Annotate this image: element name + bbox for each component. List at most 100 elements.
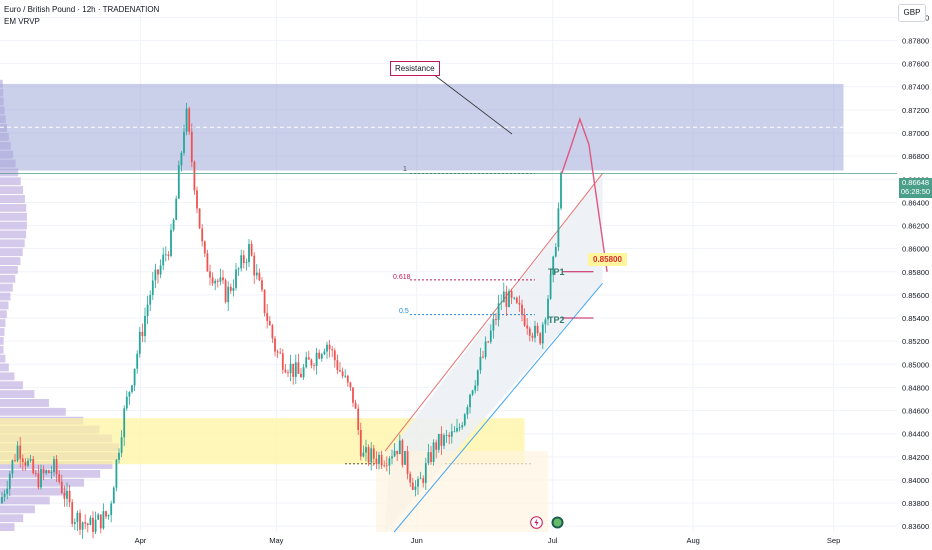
y-tick-label: 0.85200	[902, 337, 929, 346]
candle-body	[456, 427, 458, 432]
candle-body	[144, 315, 146, 337]
lightning-icon[interactable]	[530, 516, 543, 529]
tp2-label[interactable]: TP2	[548, 315, 565, 325]
candle-body	[479, 356, 482, 371]
channel-lower-line	[393, 283, 603, 533]
candle-body	[427, 452, 430, 464]
fib-level-1: 1	[403, 166, 407, 173]
candle-body	[531, 335, 534, 338]
currency-button[interactable]: GBP	[898, 4, 926, 22]
candle-body	[237, 268, 240, 270]
candle-body	[297, 362, 300, 374]
volume-profile-bar	[0, 195, 25, 203]
candle-body	[302, 367, 305, 378]
candle-body	[211, 277, 214, 284]
candle-body	[331, 349, 334, 351]
candle-body	[81, 522, 84, 530]
candle-body	[370, 448, 373, 463]
candle-body	[37, 473, 40, 488]
candle-body	[417, 479, 419, 487]
volume-profile-bar	[0, 319, 6, 328]
candle-body	[383, 465, 386, 467]
candle-body	[229, 286, 232, 291]
candle-body	[235, 269, 237, 288]
candle-body	[149, 294, 152, 305]
volume-profile-bar	[0, 363, 9, 372]
candle-body	[388, 458, 391, 466]
candle-body	[40, 468, 42, 488]
candle-body	[245, 262, 248, 264]
candle-body	[346, 375, 349, 383]
channel-upper-line	[384, 173, 603, 452]
candle-body	[294, 362, 297, 377]
candle-body	[393, 450, 396, 457]
volume-profile-bar	[0, 345, 4, 354]
volume-profile-bar	[0, 203, 27, 212]
bar-countdown: 06:28:50	[900, 187, 931, 196]
y-tick-label: 0.86200	[902, 222, 929, 231]
volume-profile-bar	[0, 390, 35, 398]
candle-body	[375, 458, 378, 464]
y-tick-label: 0.84400	[902, 430, 929, 439]
candle-body	[73, 522, 76, 524]
y-tick-label: 0.87600	[902, 60, 929, 69]
candle-body	[521, 304, 523, 316]
candle-body	[227, 286, 230, 303]
record-icon[interactable]	[551, 516, 564, 529]
volume-profile-bar	[0, 469, 101, 478]
candle-body	[123, 408, 126, 438]
x-tick-label: Aug	[686, 536, 699, 545]
candle-body	[367, 447, 370, 463]
candle-body	[284, 369, 287, 373]
volume-profile-bar	[0, 221, 27, 230]
volume-profile-bar	[0, 372, 15, 381]
candle-body	[461, 425, 464, 428]
fib-level-05: 0.5	[399, 308, 409, 315]
candle-body	[71, 502, 74, 524]
candle-body	[505, 291, 508, 307]
candle-body	[435, 442, 438, 450]
x-tick-label: Sep	[827, 536, 840, 545]
candle-body	[508, 291, 510, 307]
candle-body	[445, 435, 448, 436]
candle-body	[86, 523, 89, 526]
candle-body	[437, 433, 440, 450]
candle-body	[89, 517, 92, 526]
candle-body	[167, 254, 170, 256]
volume-profile-bar	[0, 186, 24, 195]
candle-body	[84, 522, 87, 524]
candle-body	[544, 319, 547, 325]
volume-profile-bar	[0, 239, 25, 248]
target-price-label[interactable]: 0.85800	[588, 253, 627, 266]
volume-profile-bar	[0, 283, 13, 292]
candle-body	[219, 277, 222, 282]
candle-body	[24, 462, 27, 466]
resistance-label[interactable]: Resistance	[390, 61, 440, 76]
y-tick-label: 0.87400	[902, 83, 929, 92]
candle-body	[539, 333, 542, 344]
x-tick-label: Jun	[411, 536, 423, 545]
candle-body	[53, 459, 55, 473]
x-tick-label: May	[269, 536, 283, 545]
volume-profile-bar	[0, 478, 85, 487]
candle-body	[474, 385, 477, 391]
candle-body	[471, 390, 474, 395]
candle-body	[554, 247, 557, 257]
indicator-label[interactable]: EM VRVP	[4, 17, 40, 26]
candle-body	[398, 440, 401, 455]
candle-body	[560, 172, 562, 209]
candle-body	[27, 460, 29, 466]
candle-body	[404, 451, 406, 465]
candle-body	[557, 208, 560, 248]
candle-body	[11, 460, 14, 474]
candle-body	[466, 407, 469, 415]
volume-profile-bar	[0, 212, 27, 221]
candle-body	[185, 108, 188, 132]
tp1-label[interactable]: TP1	[548, 267, 565, 277]
volume-profile-bar	[0, 266, 18, 274]
y-tick-label: 0.86800	[902, 152, 929, 161]
candle-body	[255, 272, 258, 276]
candle-body	[177, 165, 180, 199]
